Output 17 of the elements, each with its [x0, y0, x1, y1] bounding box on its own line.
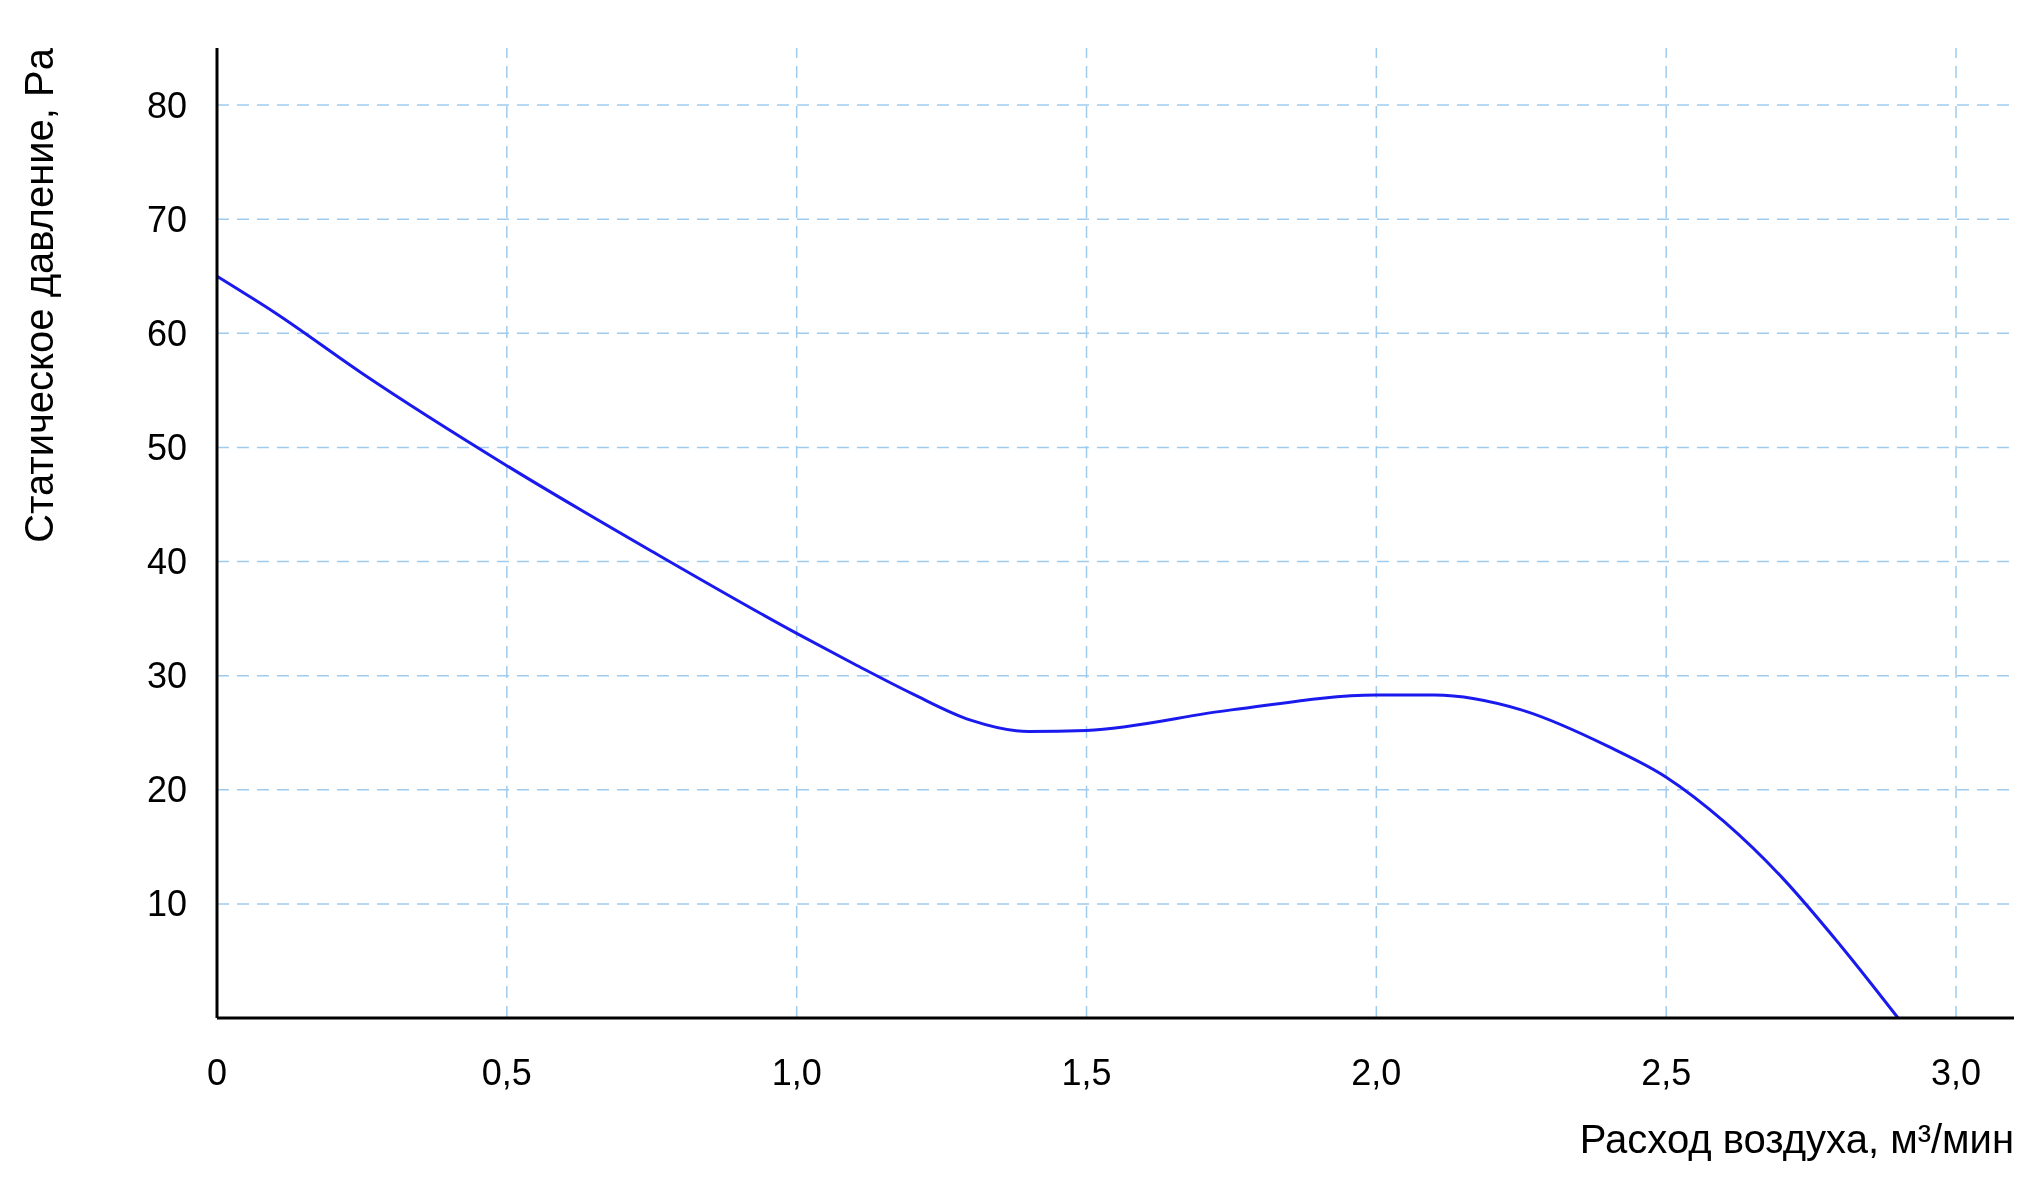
y-tick-label: 30	[146, 655, 187, 697]
y-tick-label: 80	[146, 84, 187, 126]
y-tick-label: 70	[146, 198, 187, 240]
x-axis-title: Расход воздуха, м³/мин	[1579, 1117, 2014, 1161]
x-tick-label: 1,0	[771, 1052, 822, 1093]
x-tick-label: 1,5	[1061, 1052, 1112, 1093]
y-axis-title: Статическое давление, Pa	[17, 47, 61, 543]
y-tick-label: 20	[146, 769, 187, 811]
x-tick-label: 2,5	[1641, 1052, 1692, 1093]
x-tick-label: 0	[206, 1052, 228, 1093]
y-tick-label: 40	[146, 541, 187, 583]
y-tick-label: 60	[146, 312, 187, 354]
x-tick-label: 0,5	[481, 1052, 532, 1093]
y-tick-label: 10	[146, 883, 187, 925]
x-tick-label: 2,0	[1351, 1052, 1402, 1093]
y-tick-label: 50	[146, 427, 187, 469]
x-tick-label: 3,0	[1931, 1052, 1982, 1093]
